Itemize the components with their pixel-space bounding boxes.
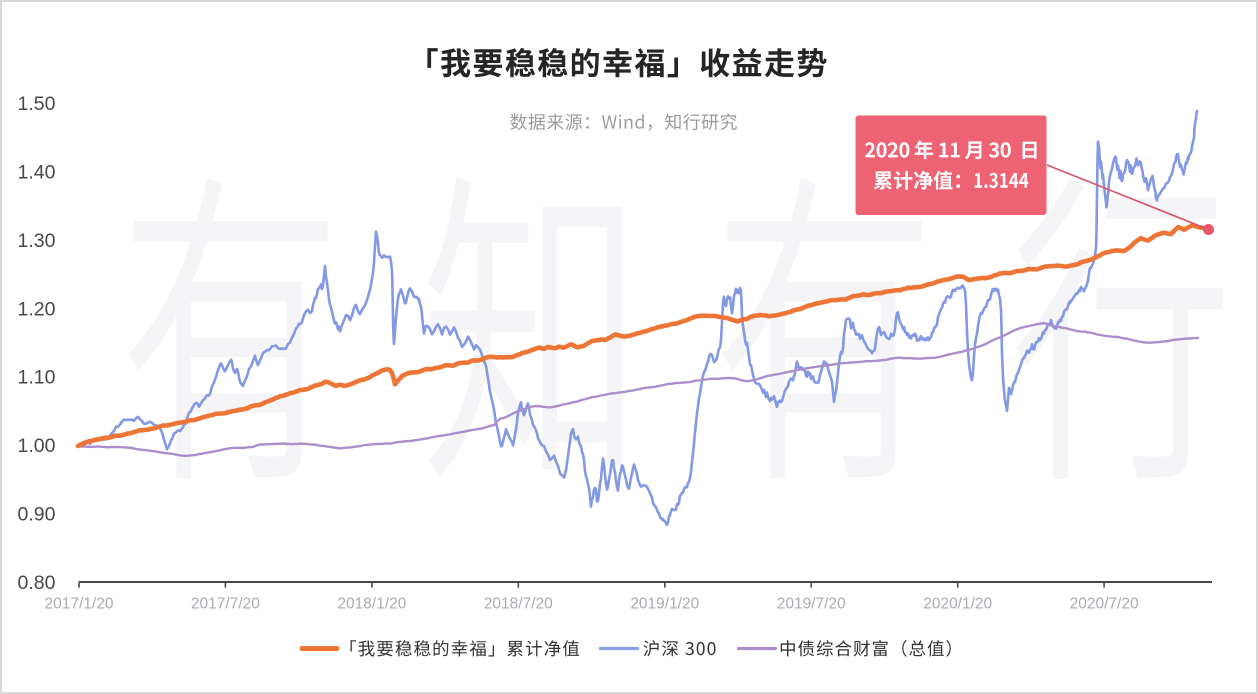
svg-text:2018/7/20: 2018/7/20: [484, 596, 553, 613]
svg-text:1.00: 1.00: [18, 435, 56, 457]
svg-text:2017/7/20: 2017/7/20: [191, 596, 260, 613]
svg-text:0.90: 0.90: [18, 504, 56, 526]
svg-text:1.50: 1.50: [18, 93, 56, 115]
svg-text:1.10: 1.10: [18, 367, 56, 389]
svg-text:0.80: 0.80: [18, 572, 56, 594]
svg-text:2018/1/20: 2018/1/20: [337, 596, 406, 613]
svg-text:1.20: 1.20: [18, 298, 56, 320]
svg-text:2020/7/20: 2020/7/20: [1070, 596, 1139, 613]
svg-text:2019/1/20: 2019/1/20: [630, 596, 699, 613]
svg-text:2019/7/20: 2019/7/20: [777, 596, 846, 613]
svg-text:2020/1/20: 2020/1/20: [923, 596, 992, 613]
svg-text:1.30: 1.30: [18, 230, 56, 252]
svg-text:2017/1/20: 2017/1/20: [45, 596, 114, 613]
svg-text:1.40: 1.40: [18, 161, 56, 183]
